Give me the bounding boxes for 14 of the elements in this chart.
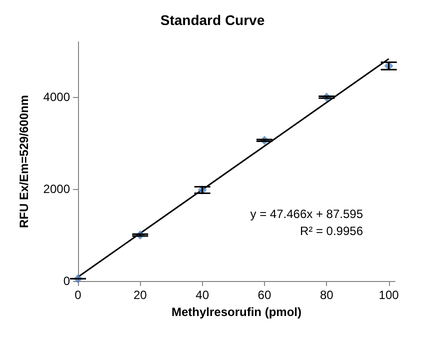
x-tick-label: 40: [196, 288, 210, 302]
y-axis-title: RFU Ex/Em=529/600nm: [17, 94, 31, 228]
x-tick-label: 80: [320, 288, 334, 302]
annotation: R² = 0.9956: [300, 224, 364, 238]
y-tick-label: 2000: [43, 182, 70, 196]
y-tick-label: 4000: [43, 90, 70, 104]
x-tick-label: 100: [378, 288, 400, 302]
annotation: y = 47.466x + 87.595: [250, 207, 364, 221]
x-tick-label: 60: [258, 288, 272, 302]
y-tick-label: 0: [63, 274, 70, 288]
x-axis-title: Methylresorufin (pmol): [171, 304, 302, 319]
x-tick-label: 20: [133, 288, 148, 302]
chart-title: Standard Curve: [160, 12, 265, 28]
x-tick-label: 0: [74, 288, 82, 302]
